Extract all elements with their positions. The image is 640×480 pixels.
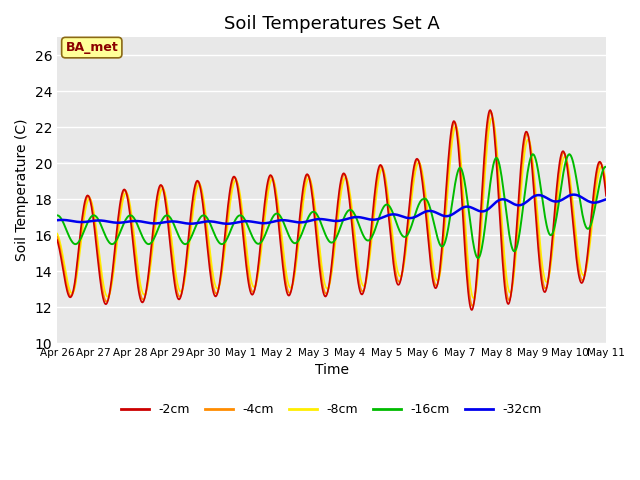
Title: Soil Temperatures Set A: Soil Temperatures Set A — [224, 15, 440, 33]
Text: BA_met: BA_met — [65, 41, 118, 54]
Legend: -2cm, -4cm, -8cm, -16cm, -32cm: -2cm, -4cm, -8cm, -16cm, -32cm — [116, 398, 547, 421]
Y-axis label: Soil Temperature (C): Soil Temperature (C) — [15, 119, 29, 262]
X-axis label: Time: Time — [315, 363, 349, 377]
